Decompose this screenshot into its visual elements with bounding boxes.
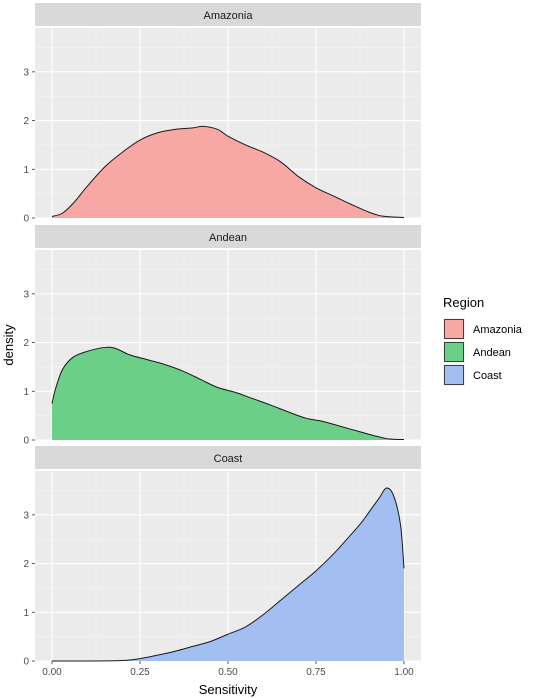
legend-label: Andean — [473, 347, 511, 359]
density-area-amazonia — [52, 126, 404, 218]
y-tick-label: 2 — [23, 116, 29, 127]
density-curve-andean — [51, 346, 405, 441]
facet-panel-coast: Coast 0 1 2 3 — [23, 446, 421, 668]
y-tick-label: 1 — [23, 165, 29, 176]
x-axis-title: Sensitivity — [199, 682, 258, 697]
density-curve-coast — [51, 487, 405, 662]
y-tick-label: 1 — [23, 608, 29, 619]
y-tick-label: 0 — [23, 214, 29, 225]
facet-strip — [35, 446, 421, 469]
density-area-coast — [52, 487, 404, 662]
density-area-andean — [52, 347, 404, 440]
facet-strip-label: Coast — [214, 453, 243, 465]
y-tick-label: 0 — [23, 657, 29, 668]
x-tick-label: 0.75 — [306, 667, 326, 678]
facet-panels: Amazonia 0 1 2 3 Andean 0 1 2 3 Coast 0 1 2 3 — [23, 3, 421, 668]
x-tick-label: 0.25 — [130, 667, 150, 678]
y-tick-label: 2 — [23, 559, 29, 570]
facet-strip — [35, 225, 421, 248]
density-curve-amazonia — [51, 125, 405, 219]
x-tick-label: 1.00 — [394, 667, 414, 678]
x-tick-label: 0.00 — [42, 667, 62, 678]
legend-swatch — [444, 319, 464, 339]
y-tick-label: 3 — [23, 289, 29, 300]
legend-title: Region — [443, 295, 484, 310]
y-tick-label: 2 — [23, 338, 29, 349]
legend-swatch — [444, 342, 464, 362]
y-tick-label: 3 — [23, 67, 29, 78]
facet-strip — [35, 3, 421, 26]
facet-panel-andean: Andean 0 1 2 3 — [23, 225, 421, 447]
legend: Region Amazonia Andean Coast — [443, 295, 523, 386]
facet-strip-label: Amazonia — [204, 10, 254, 22]
x-tick-label: 0.50 — [218, 667, 238, 678]
legend-label: Coast — [473, 370, 502, 382]
facet-strip-label: Andean — [209, 232, 247, 244]
x-axis: 0.00 0.25 0.50 0.75 1.00 — [42, 661, 414, 678]
y-tick-label: 1 — [23, 387, 29, 398]
y-tick-label: 3 — [23, 510, 29, 521]
legend-label: Amazonia — [473, 324, 523, 336]
facet-panel-amazonia: Amazonia 0 1 2 3 — [23, 3, 421, 225]
y-tick-label: 0 — [23, 436, 29, 447]
y-axis-title: density — [1, 324, 16, 366]
legend-swatch — [444, 365, 464, 385]
